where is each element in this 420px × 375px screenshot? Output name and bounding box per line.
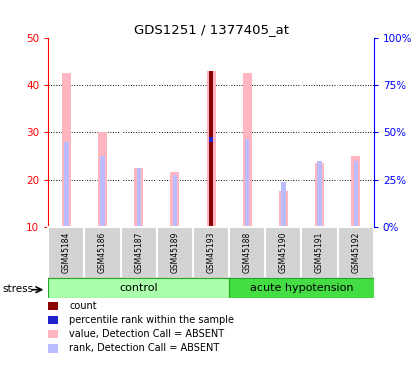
Bar bbox=[173, 175, 177, 227]
Text: percentile rank within the sample: percentile rank within the sample bbox=[69, 315, 234, 325]
Bar bbox=[121, 227, 157, 278]
Bar bbox=[229, 227, 265, 278]
Bar bbox=[265, 227, 302, 278]
Text: GSM45192: GSM45192 bbox=[351, 231, 360, 273]
Bar bbox=[207, 70, 215, 227]
Bar bbox=[157, 227, 193, 278]
Text: GSM45186: GSM45186 bbox=[98, 231, 107, 273]
Bar bbox=[84, 227, 121, 278]
Bar bbox=[338, 227, 374, 278]
Bar bbox=[98, 132, 107, 227]
Bar bbox=[209, 70, 213, 227]
Bar bbox=[229, 278, 374, 298]
Text: GSM45184: GSM45184 bbox=[62, 231, 71, 273]
Bar bbox=[351, 156, 360, 227]
Bar bbox=[100, 156, 105, 227]
Bar bbox=[315, 163, 324, 227]
Bar bbox=[64, 142, 68, 227]
Bar bbox=[243, 73, 252, 227]
Text: value, Detection Call = ABSENT: value, Detection Call = ABSENT bbox=[69, 329, 224, 339]
Bar bbox=[318, 160, 322, 227]
Bar bbox=[245, 139, 249, 227]
Bar bbox=[134, 168, 143, 227]
Text: rank, Detection Call = ABSENT: rank, Detection Call = ABSENT bbox=[69, 344, 220, 353]
Bar bbox=[281, 182, 286, 227]
Text: GSM45188: GSM45188 bbox=[243, 231, 252, 273]
Text: GSM45191: GSM45191 bbox=[315, 231, 324, 273]
Title: GDS1251 / 1377405_at: GDS1251 / 1377405_at bbox=[134, 23, 289, 36]
Text: acute hypotension: acute hypotension bbox=[250, 283, 353, 293]
Text: GSM45189: GSM45189 bbox=[171, 231, 179, 273]
Bar bbox=[209, 137, 213, 142]
Text: count: count bbox=[69, 301, 97, 310]
Text: control: control bbox=[119, 283, 158, 293]
Bar bbox=[279, 191, 288, 227]
Text: GSM45187: GSM45187 bbox=[134, 231, 143, 273]
Bar bbox=[302, 227, 338, 278]
Text: GSM45190: GSM45190 bbox=[279, 231, 288, 273]
Bar bbox=[171, 172, 179, 227]
Text: stress: stress bbox=[2, 285, 33, 294]
Bar bbox=[136, 168, 141, 227]
Bar bbox=[193, 227, 229, 278]
Bar bbox=[209, 137, 213, 142]
Bar bbox=[48, 278, 229, 298]
Bar bbox=[62, 73, 71, 227]
Bar bbox=[48, 227, 84, 278]
Bar bbox=[354, 160, 358, 227]
Text: GSM45193: GSM45193 bbox=[207, 231, 215, 273]
